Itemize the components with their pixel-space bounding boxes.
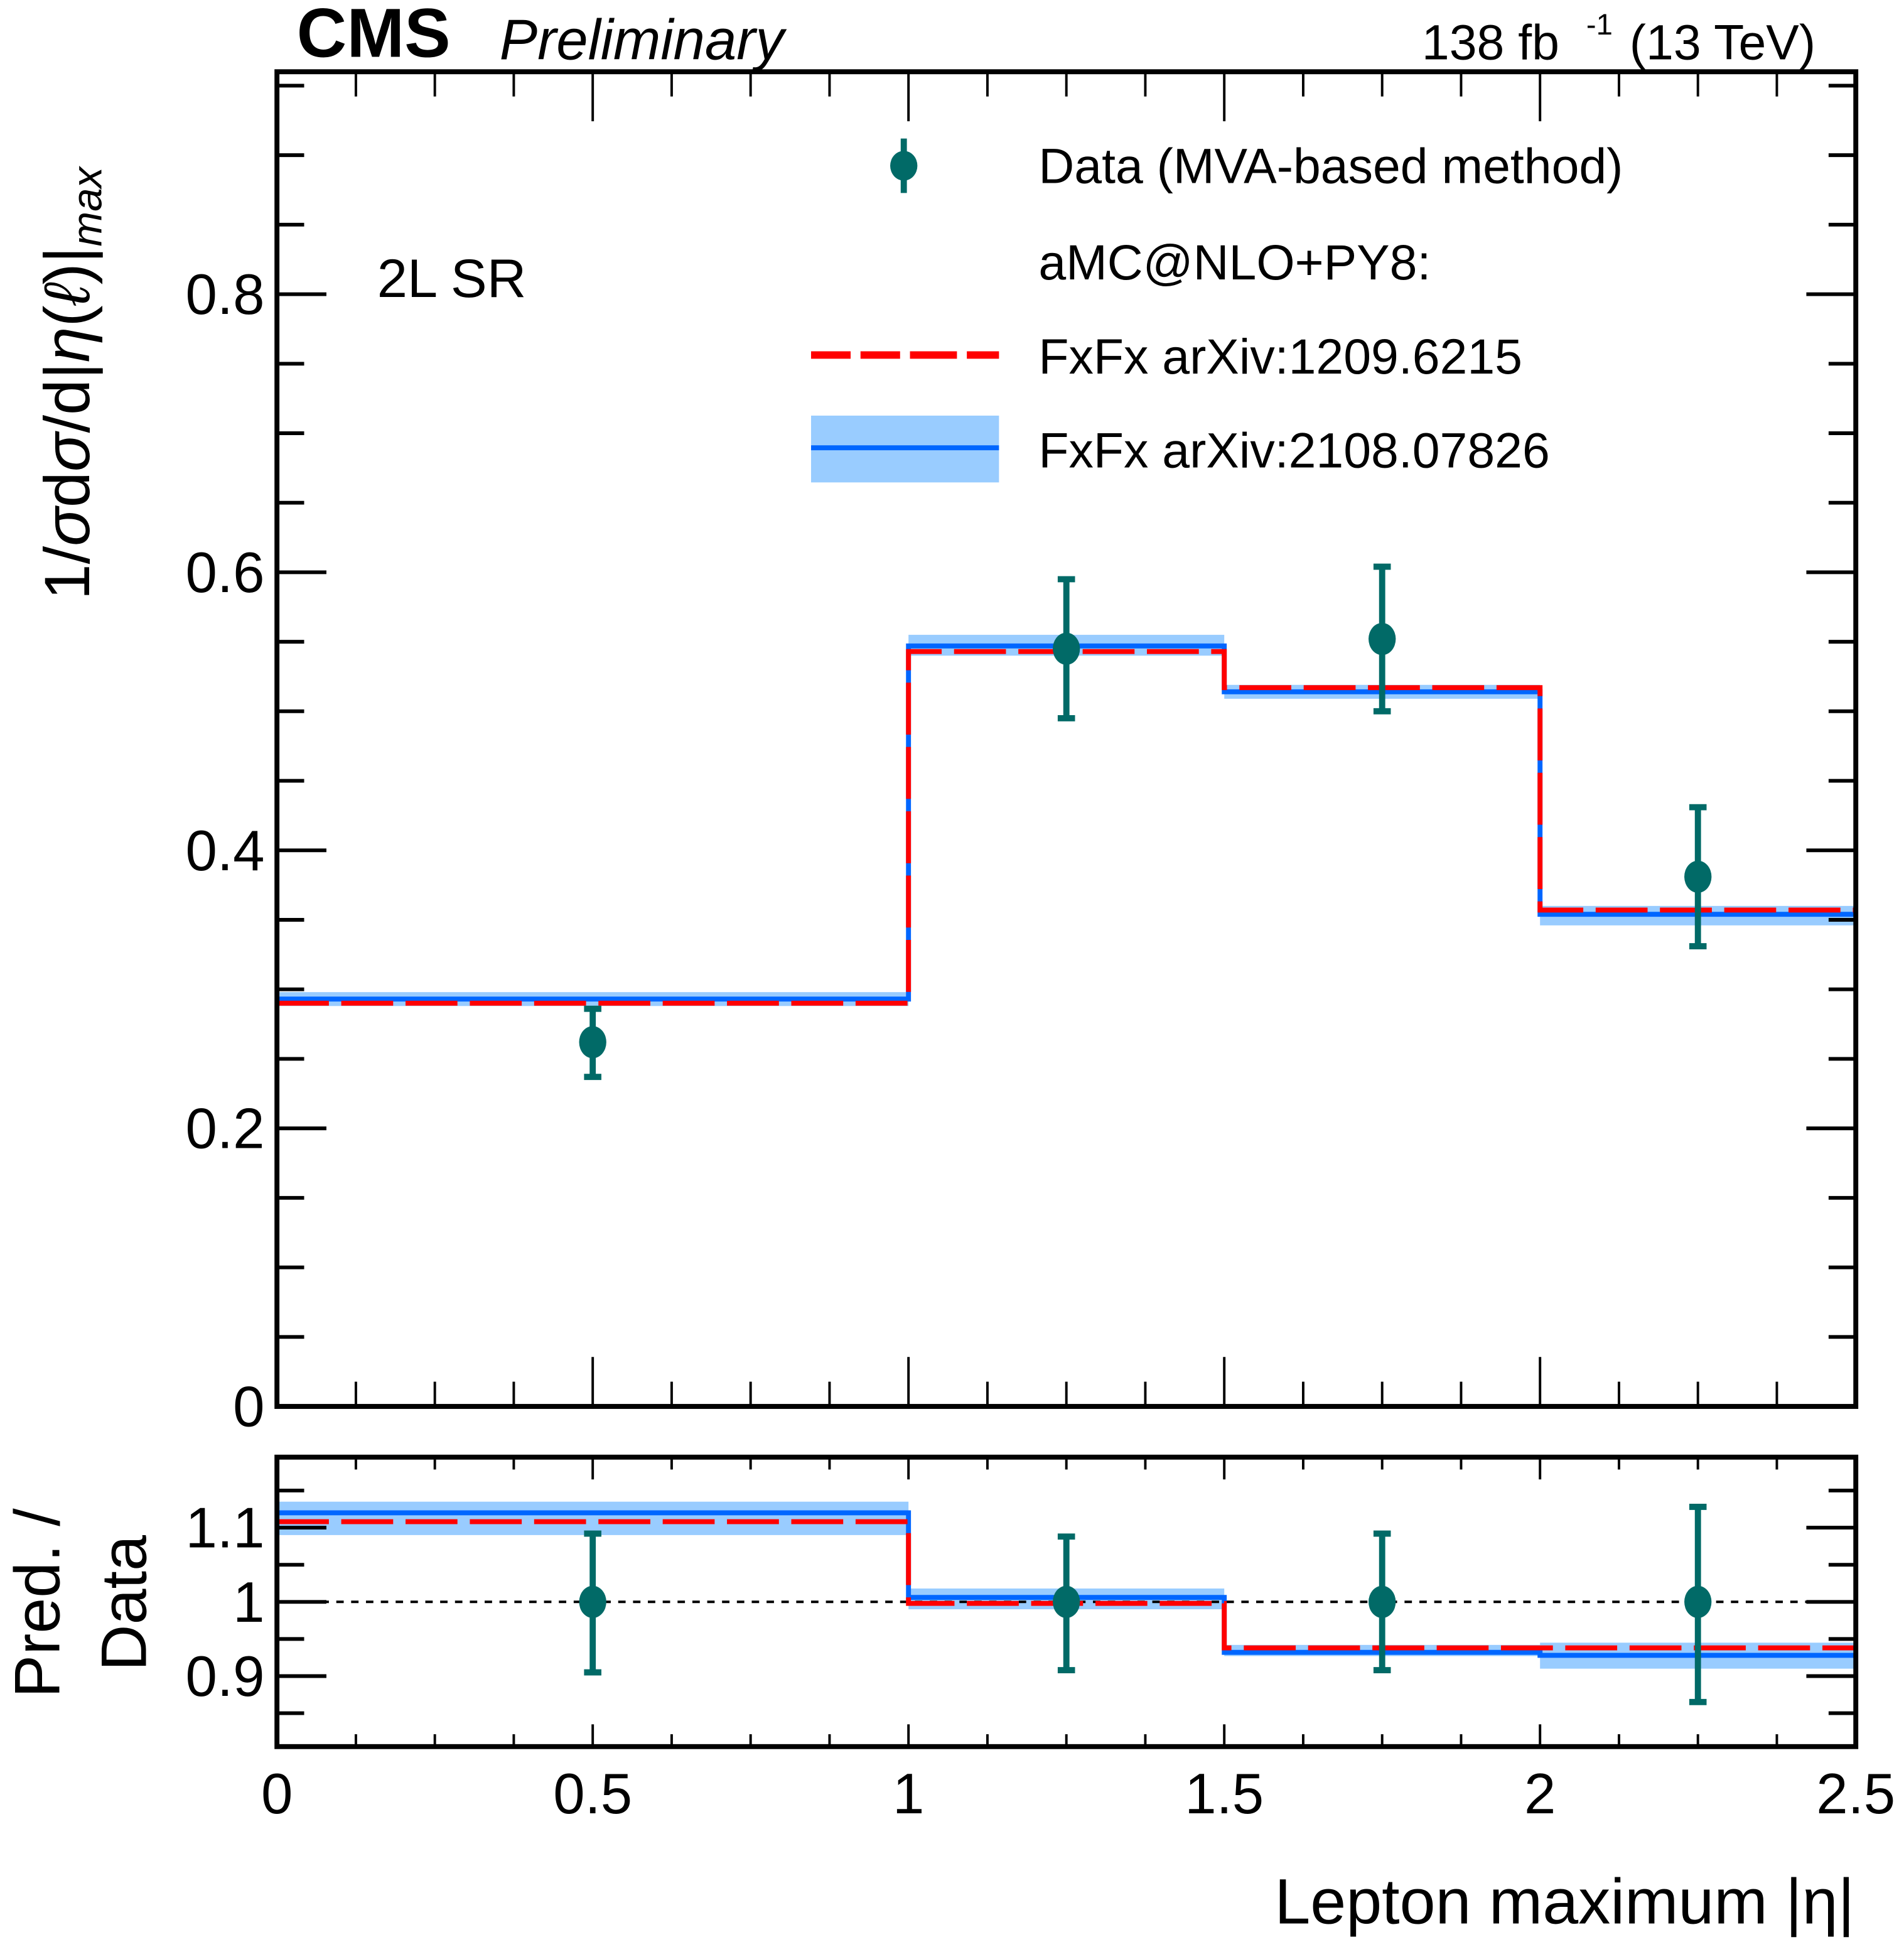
main-y-tick-label: 0.6 <box>186 541 265 605</box>
main-data-point <box>1369 623 1396 655</box>
x-tick-label: 0.5 <box>553 1762 632 1826</box>
legend-label-fxfx-1209: FxFx arXiv:1209.6215 <box>1038 329 1522 384</box>
ratio-y-tick-label: 1 <box>233 1571 264 1634</box>
ratio-y-axis-title-line1: Pred. / <box>1 1508 73 1698</box>
x-axis-title: Lepton maximum |η| <box>1274 1865 1854 1937</box>
main-data-point <box>1053 632 1080 665</box>
main-y-tick-label: 0 <box>233 1376 264 1439</box>
ratio-data-point <box>579 1585 606 1618</box>
ratio-y-axis-title-2: Data <box>87 1535 159 1671</box>
main-y-tick-label: 0.8 <box>186 263 265 326</box>
legend-entry-data: Data (MVA-based method) <box>890 139 1623 194</box>
main-data-point <box>579 1026 606 1059</box>
status-label: Preliminary <box>500 9 787 72</box>
main-y-axis-title: 1/σdσ/d|η(ℓ)|max <box>31 166 111 600</box>
legend-entry-fxfx-2108: FxFx arXiv:2108.07826 <box>810 415 1550 483</box>
ratio-uncertainty-band <box>277 1501 909 1535</box>
main-fxfx-1209-line <box>277 649 1856 1006</box>
main-y-axis-title-text: 1/σdσ/d|η(ℓ)|max <box>31 166 111 600</box>
main-y-tick-label: 0.2 <box>186 1098 265 1161</box>
legend-header: aMC@NLO+PY8: <box>1038 235 1431 290</box>
ratio-y-tick-label: 0.9 <box>186 1645 265 1708</box>
ratio-y-tick-label: 1.1 <box>186 1497 265 1560</box>
lumi-exponent: -1 <box>1586 8 1613 41</box>
ratio-y-axis-title: Pred. / <box>1 1508 73 1698</box>
legend-data-marker <box>890 151 918 181</box>
ratio-data-point <box>1684 1585 1712 1618</box>
legend-label-fxfx-2108: FxFx arXiv:2108.07826 <box>1038 423 1549 478</box>
ratio-y-axis-title-line2: Data <box>87 1535 159 1671</box>
ratio-fxfx-1209-line <box>277 1519 1856 1651</box>
x-tick-label: 1.5 <box>1185 1762 1264 1826</box>
experiment-label: CMS <box>297 0 451 72</box>
main-panel: 0 0.2 0.4 0.6 0.8 <box>186 69 1859 1439</box>
ratio-panel: 0.9 1 1.1 0 0.5 1 1.5 2 2.5 <box>186 1454 1895 1826</box>
x-tick-label: 2 <box>1524 1762 1556 1826</box>
legend: Data (MVA-based method) aMC@NLO+PY8: FxF… <box>810 139 1623 483</box>
region-annotation: 2L SR <box>377 249 527 309</box>
main-data-point <box>1684 860 1712 893</box>
legend-label-data: Data (MVA-based method) <box>1038 139 1623 194</box>
x-tick-label: 0 <box>261 1762 293 1826</box>
legend-entry-fxfx-1209: FxFx arXiv:1209.6215 <box>810 329 1522 384</box>
x-tick-label: 2.5 <box>1816 1762 1895 1826</box>
lumi-value: 138 fb <box>1422 15 1559 70</box>
main-y-tick-label: 0.4 <box>186 819 265 883</box>
energy-label: (13 TeV) <box>1630 15 1815 70</box>
ratio-data-point <box>1369 1585 1396 1618</box>
x-tick-label: 1 <box>893 1762 924 1826</box>
ratio-data-point <box>1053 1585 1080 1618</box>
lumi-label: 138 fb -1 (13 TeV) <box>1422 8 1815 70</box>
